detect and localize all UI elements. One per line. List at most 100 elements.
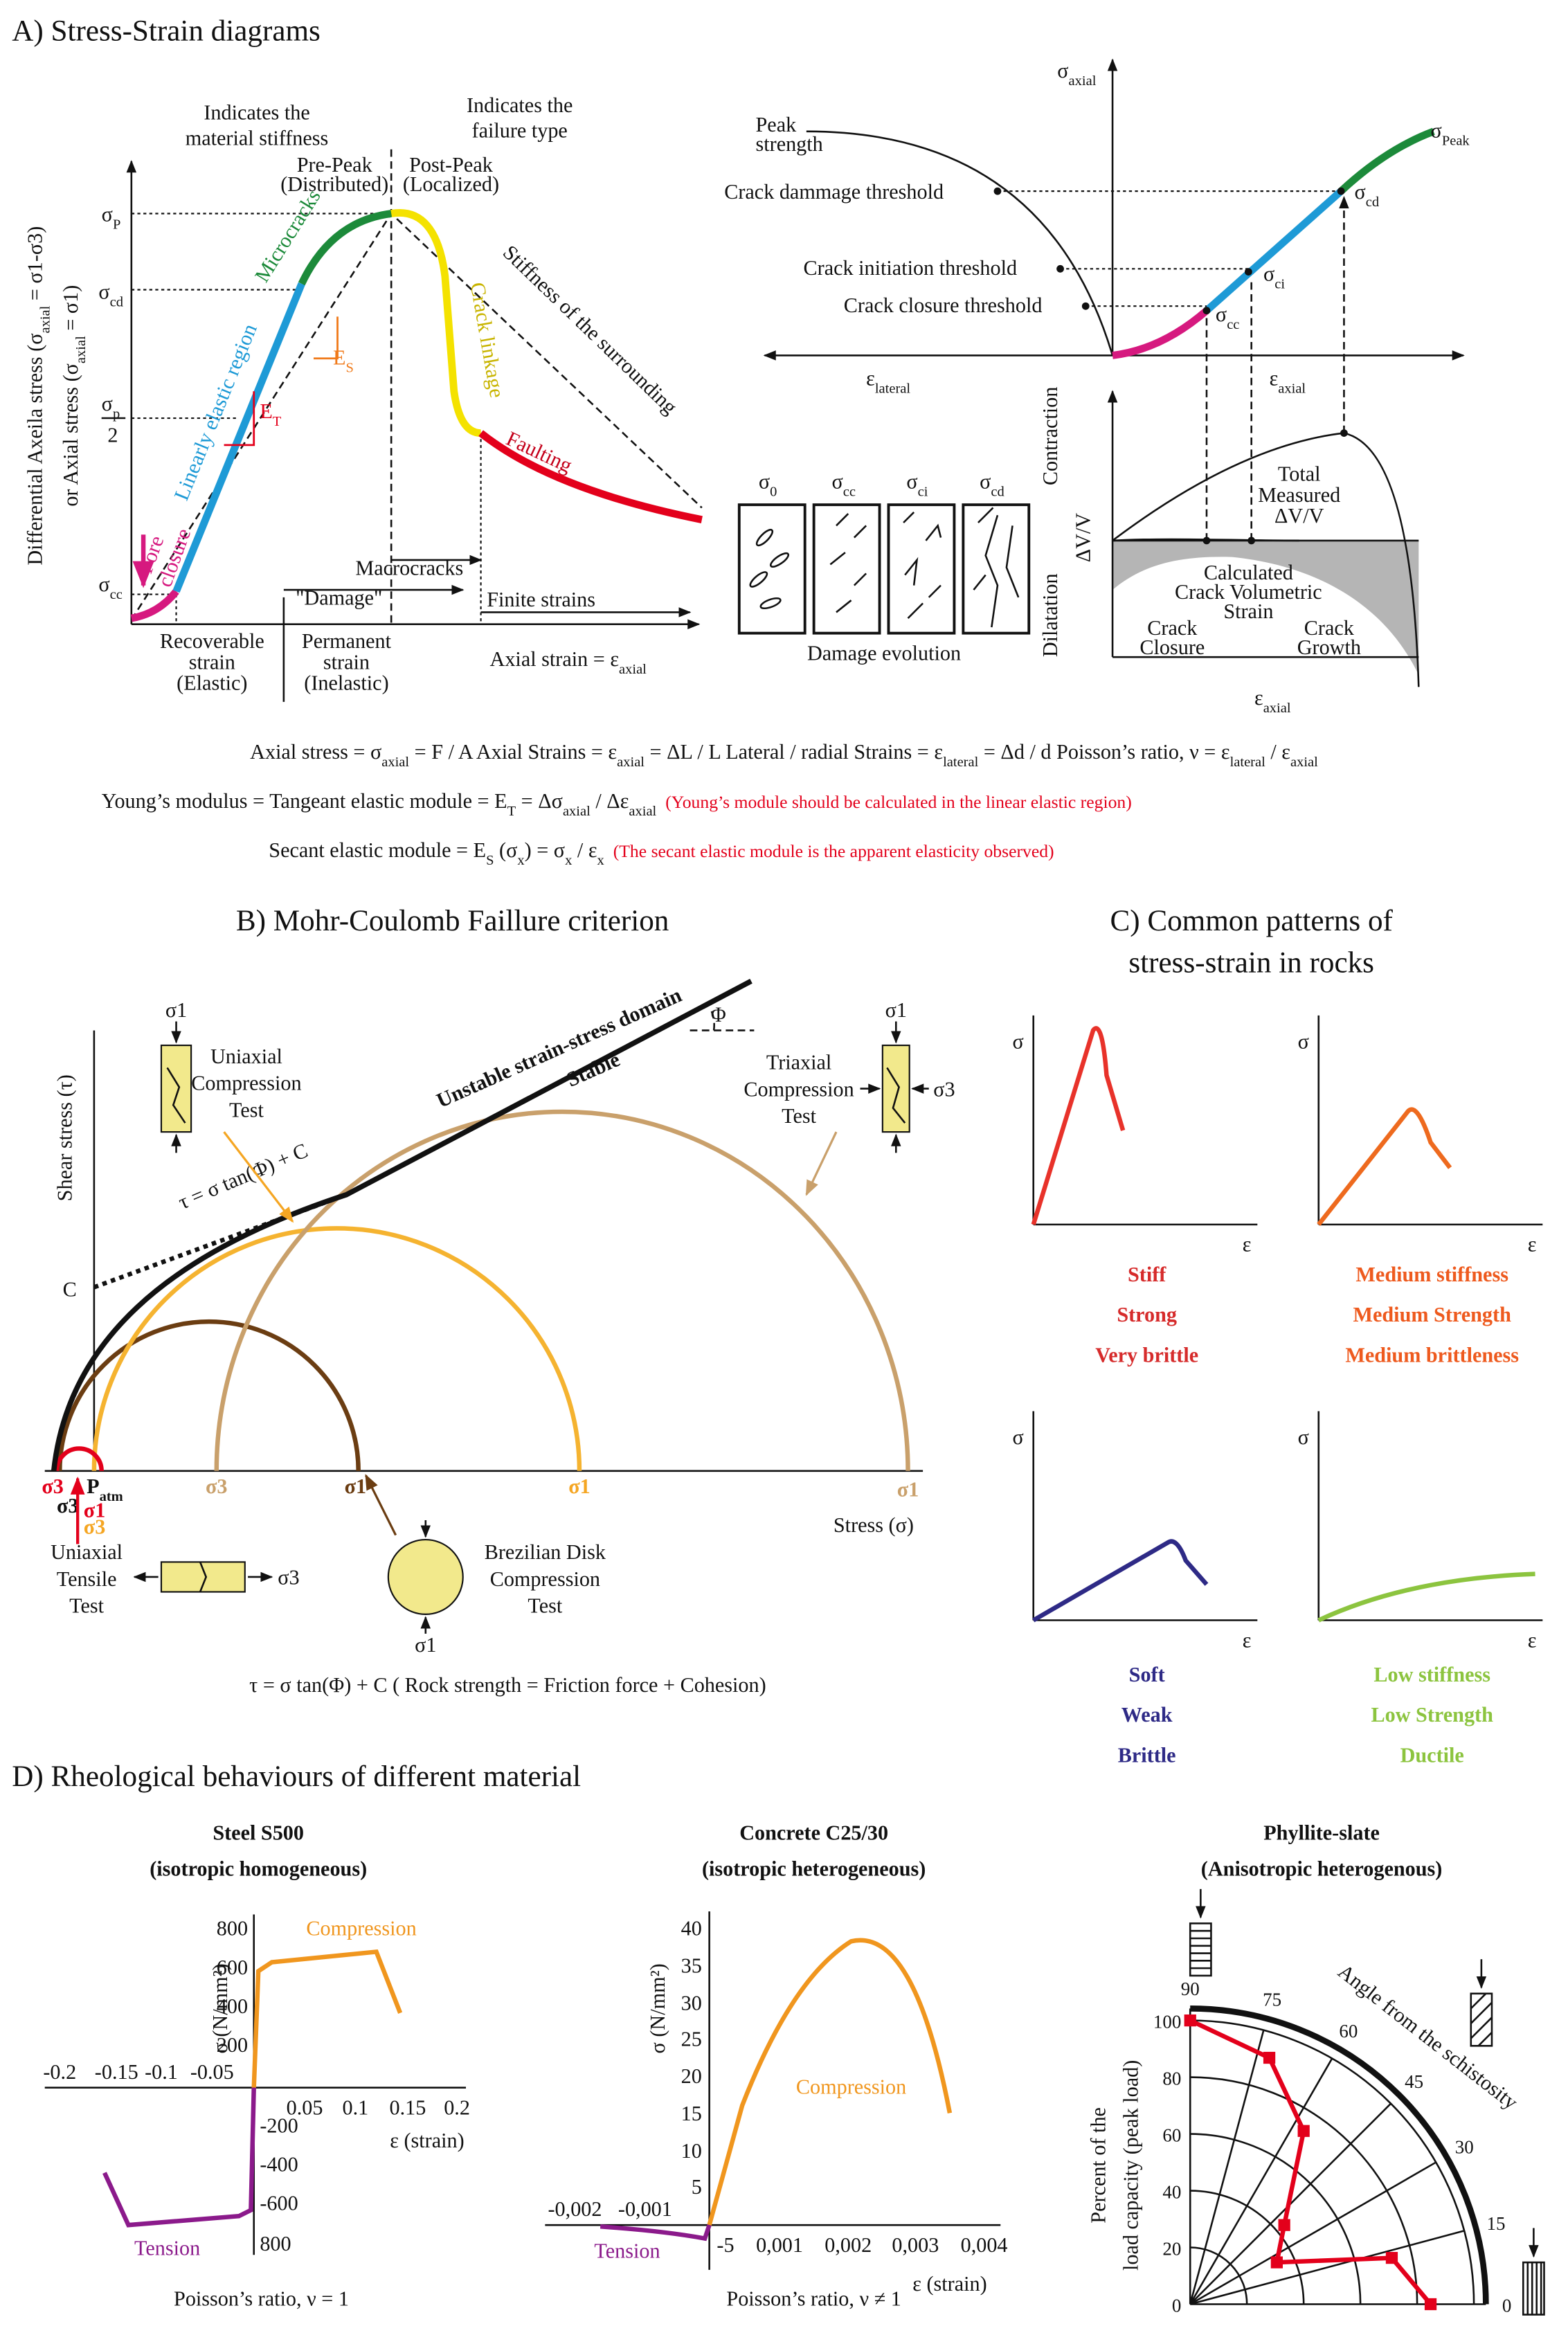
label: σ1	[897, 1477, 919, 1501]
failure-envelope	[51, 978, 753, 1472]
label: σcc	[1216, 303, 1240, 332]
x-tick-label: -0.2	[43, 2060, 76, 2084]
y-tick-label: 200	[217, 2033, 248, 2057]
label: σ0	[759, 469, 777, 499]
label: Peak	[756, 113, 797, 136]
note: Indicates the	[467, 93, 573, 117]
curve-pore-closure	[130, 588, 179, 622]
subscript: axial	[1290, 755, 1318, 770]
label: Growth	[1297, 635, 1361, 659]
label: strain	[323, 650, 370, 674]
label: Crack Volumetric	[1175, 580, 1322, 604]
subscript: axial	[1278, 381, 1306, 397]
label: Tension	[134, 2236, 200, 2260]
text-part: / ε	[572, 838, 597, 862]
subscript: axial	[563, 804, 591, 819]
behaviour-label: Ductile	[1400, 1743, 1464, 1767]
panel-title: B) Mohr-Coulomb Faillure criterion	[236, 905, 669, 937]
label: Strain	[1223, 599, 1273, 623]
panel-c: C) Common patterns of stress-strain in r…	[1013, 905, 1543, 1767]
tick-labels: 40 35 30 25 20 15 10 5 -5 -0,002 -0,001 …	[548, 1917, 1008, 2257]
mini-plot: σε	[1298, 1015, 1543, 1256]
label: σ1	[415, 1633, 436, 1657]
y-axis-label: Differential Axeila stress (σaxial = σ1-…	[23, 226, 53, 566]
text-part: σ	[906, 469, 917, 493]
label: strain	[189, 650, 235, 674]
behaviour-label: Medium stiffness	[1355, 1263, 1508, 1286]
y-axis-label: σ (N/mm²)	[208, 1963, 232, 2053]
label: σ3	[278, 1566, 299, 1589]
arrow	[365, 1474, 397, 1536]
angle-tick-label: 60	[1339, 2021, 1358, 2041]
axis-label: ε	[1528, 1233, 1537, 1256]
text-part: or Axial stress (σ	[59, 363, 82, 507]
label: σ3	[57, 1494, 79, 1517]
behaviour-label: Stiff	[1128, 1263, 1166, 1286]
panel-a: A) Stress-Strain diagrams Differential A…	[12, 15, 1470, 868]
axis-label: σ	[1298, 1029, 1309, 1053]
equation: Axial stress = σaxial = F / A Axial Stra…	[250, 740, 1318, 770]
label: σPeak	[1431, 118, 1470, 148]
subscript: cc	[1227, 317, 1239, 332]
subscript: cd	[991, 484, 1004, 499]
label: σ1	[345, 1475, 367, 1498]
label: Uniaxial	[210, 1045, 282, 1068]
subscript: axial	[629, 804, 656, 819]
grid-ray	[1189, 2230, 1465, 2305]
label: Crack	[1304, 616, 1355, 640]
label: Damage evolution	[807, 641, 961, 665]
axis-label: σ	[1013, 1425, 1024, 1449]
y-tick-label: 20	[681, 2064, 702, 2088]
label: Macrocracks	[355, 557, 463, 580]
mohr-circle	[214, 1109, 910, 1471]
panel-title: A) Stress-Strain diagrams	[12, 15, 321, 47]
mohr-circle	[91, 1226, 582, 1471]
equation: Young’s modulus = Tangeant elastic modul…	[102, 789, 1132, 819]
equation: Secant elastic module = ES (σx) = σx / ε…	[269, 838, 1054, 868]
subscript: T	[507, 804, 516, 819]
x-tick-label: -0,002	[548, 2197, 602, 2221]
label: Closure	[1139, 635, 1205, 659]
axial-curve	[1112, 307, 1209, 359]
label: Compression	[796, 2075, 906, 2098]
angle-tick-label: 0	[1502, 2295, 1511, 2316]
label: Tensile	[57, 1567, 117, 1591]
axis-label: σcc	[98, 573, 123, 602]
grid-ray	[1189, 2057, 1333, 2305]
y-tick-label: 35	[681, 1954, 702, 1978]
subscript: x	[565, 853, 572, 868]
note: (The secant elastic module is the appare…	[613, 841, 1054, 861]
subscript: lateral	[875, 381, 911, 397]
x-tick-label: -0,001	[618, 2197, 672, 2221]
subscript: axial	[73, 336, 89, 363]
x-tick-label: 0.1	[343, 2096, 369, 2120]
y-tick-label: -5	[717, 2233, 734, 2257]
panel-title: C) Common patterns of	[1110, 905, 1393, 937]
label: (Distributed)	[280, 172, 388, 196]
x-tick-label: 0,003	[892, 2233, 939, 2257]
panel-title: stress-strain in rocks	[1128, 946, 1374, 979]
y-tick-label: 15	[681, 2102, 702, 2125]
angle-tick-label: 45	[1405, 2071, 1423, 2092]
label: Unstable strain-stress domain	[433, 983, 685, 1112]
x-tick-label: -0.15	[95, 2060, 138, 2084]
subscript: S	[486, 853, 494, 868]
subscript: cd	[110, 294, 123, 309]
radial-tick-label: 0	[1172, 2295, 1181, 2316]
axis-label: 2	[107, 424, 118, 447]
damage-boxes	[737, 503, 1031, 635]
specimen	[881, 1044, 910, 1133]
axis-label: ΔV/V	[1072, 513, 1095, 563]
stress-strain-curve	[1317, 1107, 1452, 1226]
curve-elastic	[172, 282, 305, 593]
label: Crack linkage	[466, 280, 510, 399]
radial-tick-label: 100	[1153, 2011, 1181, 2032]
y-tick-label: 5	[692, 2175, 702, 2199]
x-tick-label: 0.05	[287, 2096, 323, 2120]
label: σ3	[84, 1515, 106, 1538]
radial-tick-label: 80	[1162, 2068, 1181, 2089]
label: Test	[528, 1594, 562, 1618]
arrow	[805, 1131, 838, 1196]
radial-tick-label: 60	[1162, 2125, 1181, 2145]
